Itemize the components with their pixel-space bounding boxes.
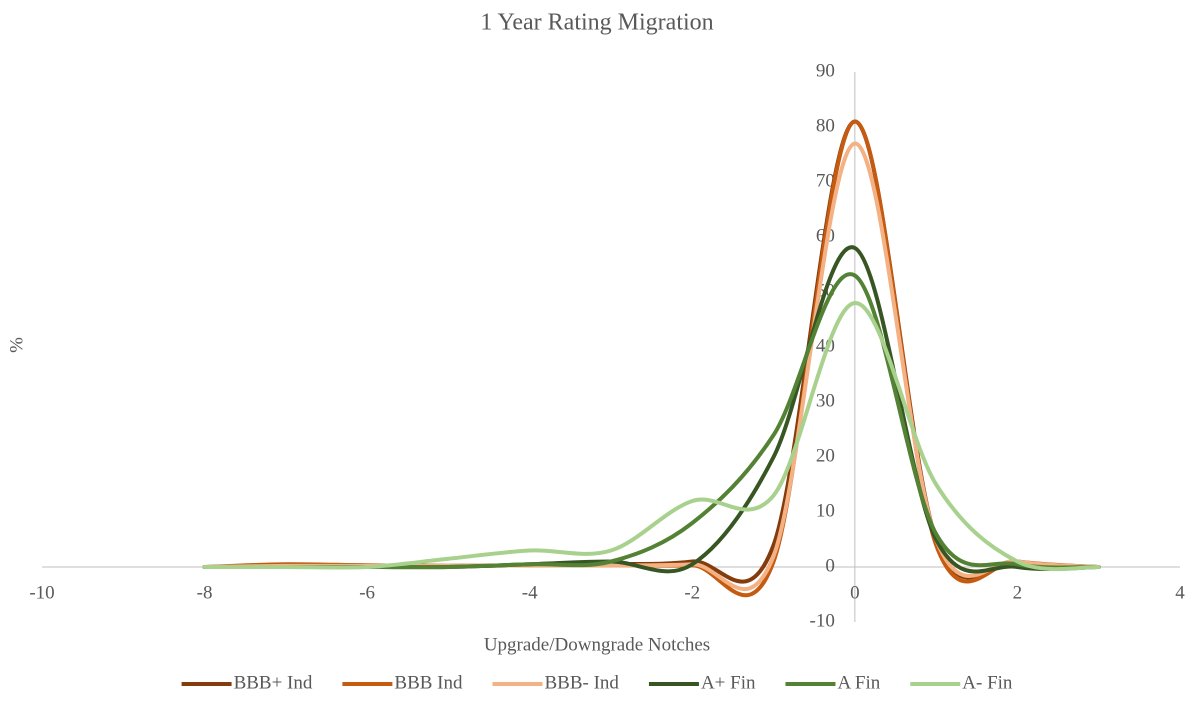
legend-label: BBB- Ind [545,672,620,693]
x-tick-label: 0 [850,582,860,603]
chart-title: 1 Year Rating Migration [480,10,713,36]
series-line [202,119,1101,584]
y-tick-label: 30 [816,390,835,411]
y-axis-title: % [6,337,27,353]
y-tick-label: 90 [816,60,835,81]
legend-label: BBB Ind [394,672,463,693]
x-tick-label: -6 [359,582,375,603]
y-tick-label: 70 [816,170,835,191]
legend-label: A Fin [837,672,880,693]
x-tick-label: 4 [1175,582,1185,603]
y-tick-label: -10 [810,610,835,631]
x-tick-label: -10 [29,582,54,603]
y-tick-label: 80 [816,115,835,136]
legend-label: BBB+ Ind [234,672,313,693]
x-tick-label: 2 [1013,582,1023,603]
y-tick-label: 20 [816,445,835,466]
y-tick-label: 10 [816,500,835,521]
legend: BBB+ Ind BBB Ind BBB- Ind A+ Fin A Fin A- Fin [181,672,1013,693]
legend-label: A+ Fin [701,672,756,693]
x-tick-label: -4 [522,582,538,603]
x-tick-label: -2 [684,582,700,603]
x-tick-label: -8 [197,582,213,603]
x-axis-title: Upgrade/Downgrade Notches [484,634,710,655]
legend-label: A- Fin [962,672,1013,693]
series-line [202,300,1101,572]
y-tick-label: 0 [825,555,835,576]
